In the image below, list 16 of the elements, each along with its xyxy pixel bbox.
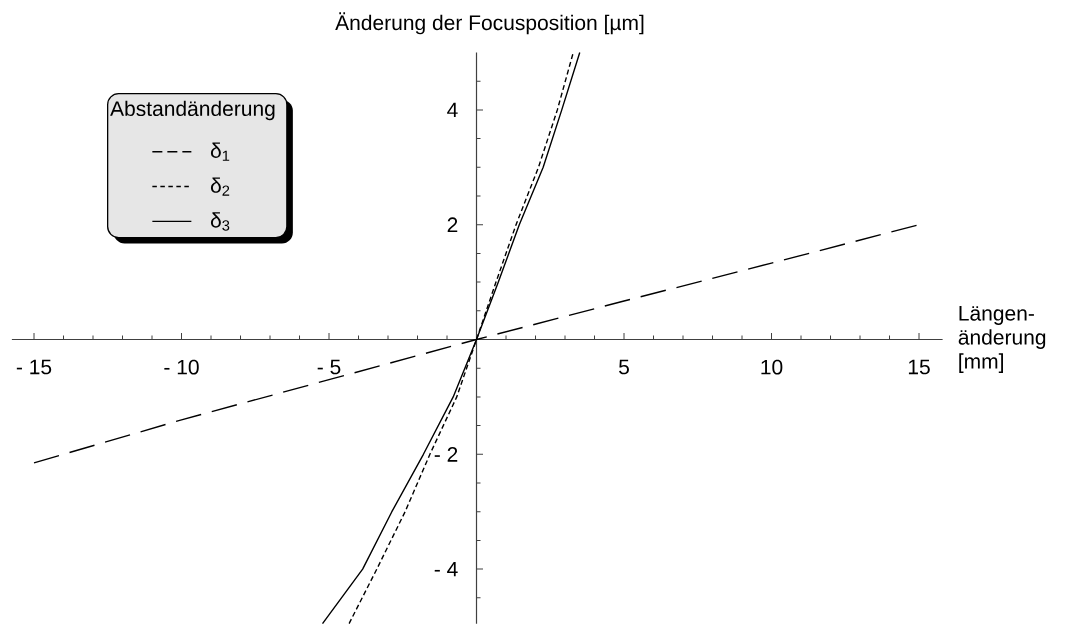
x-tick-label: - 10 xyxy=(164,359,199,375)
x-tick-label: - 5 xyxy=(317,359,341,375)
x-tick-label: 10 xyxy=(761,359,783,375)
legend-label: δ$_{1}$ xyxy=(210,142,230,161)
y-tick-label: - 2 xyxy=(434,446,458,462)
y-tick-label: - 4 xyxy=(434,561,458,577)
y-tick-label: 2 xyxy=(447,217,458,233)
legend-label: δ$_{3}$ xyxy=(210,212,230,231)
x-tick-label: 5 xyxy=(619,359,629,375)
y-tick-label: 4 xyxy=(447,102,458,118)
legend-title: Abstandänderung xyxy=(110,100,275,121)
x-tick-label: - 15 xyxy=(16,359,52,375)
x-tick-label: 15 xyxy=(908,359,930,375)
legend-label: δ$_{2}$ xyxy=(210,177,230,196)
y-axis-title: Änderung der Focusposition [µm] xyxy=(335,12,644,35)
x-axis-title: Längen-änderung [mm] xyxy=(958,306,1046,373)
